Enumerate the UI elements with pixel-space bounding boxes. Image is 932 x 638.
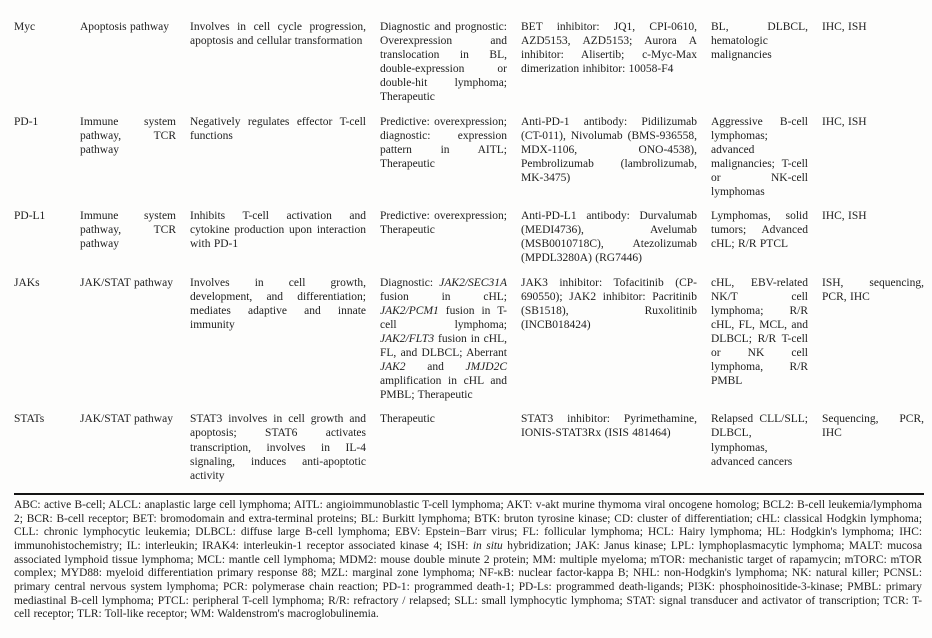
inhibitors-cell: Anti-PD-1 antibody: Pidilizumab (CT-011)… [521, 115, 697, 184]
biomarker-role-cell: Diagnostic and prognostic: Overexpressio… [380, 21, 507, 104]
function-cell: STAT3 involves in cell growth and apopto… [190, 413, 366, 482]
biomarker-table: Myc Apoptosis pathway Involves in cell c… [14, 20, 924, 495]
table-row: Myc Apoptosis pathway Involves in cell c… [14, 20, 924, 115]
detection-methods-cell: IHC, ISH [822, 21, 867, 33]
function-cell: Negatively regulates effector T-cell fun… [190, 115, 366, 142]
diseases-cell: Lymphomas, solid tumors; Advanced cHL; R… [711, 210, 808, 251]
diseases-cell: Aggressive B-cell lymphomas; advanced ma… [711, 115, 808, 199]
gene-cell: PD-1 [14, 115, 39, 128]
diseases-cell: BL, DLBCL, hematologic malignancies [711, 21, 808, 62]
gene-cell: STATs [14, 413, 45, 426]
gene-cell: PD-L1 [14, 210, 46, 223]
table-row: JAKs JAK/STAT pathway Involves in cell g… [14, 276, 924, 413]
diseases-cell: Relapsed CLL/SLL; DLBCL, lymphomas, adva… [711, 413, 808, 468]
detection-methods-cell: Sequencing, PCR, IHC [822, 413, 924, 440]
biomarker-role-cell: Predictive: overexpression; diagnostic: … [380, 115, 507, 170]
detection-methods-cell: IHC, ISH [822, 210, 867, 223]
detection-methods-cell: ISH, sequencing, PCR, IHC [822, 276, 924, 303]
gene-cell: Myc [14, 21, 36, 33]
table-row: STATs JAK/STAT pathway STAT3 involves in… [14, 412, 924, 493]
table-row: PD-1 Immune system pathway, TCR pathway … [14, 115, 924, 210]
pathway-cell: JAK/STAT pathway [80, 276, 173, 289]
inhibitors-cell: STAT3 inhibitor: Pyrimethamine, IONIS-ST… [521, 413, 697, 440]
pathway-cell: Immune system pathway, TCR pathway [80, 210, 176, 251]
inhibitors-cell: Anti-PD-L1 antibody: Durvalumab (MEDI473… [521, 210, 697, 265]
function-cell: Involves in cell cycle progression, apop… [190, 21, 366, 48]
biomarker-role-cell: Predictive: overexpression; Therapeutic [380, 210, 507, 237]
biomarker-role-cell: Therapeutic [380, 413, 435, 426]
table-row: PD-L1 Immune system pathway, TCR pathway… [14, 209, 924, 275]
function-cell: Involves in cell growth, development, an… [190, 276, 366, 331]
inhibitors-cell: JAK3 inhibitor: Tofacitinib (CP-690550);… [521, 276, 697, 331]
inhibitors-cell: BET inhibitor: JQ1, CPI-0610, AZD5153, A… [521, 21, 697, 76]
gene-cell: JAKs [14, 276, 40, 289]
abbreviations-footnote: ABC: active B-cell; ALCL: anaplastic lar… [14, 498, 922, 621]
pathway-cell: Immune system pathway, TCR pathway [80, 115, 176, 156]
diseases-cell: cHL, EBV-related NK/T cell lymphoma; R/R… [711, 276, 808, 388]
pathway-cell: JAK/STAT pathway [80, 413, 173, 426]
pathway-cell: Apoptosis pathway [80, 21, 169, 33]
detection-methods-cell: IHC, ISH [822, 115, 867, 128]
biomarker-role-cell: Diagnostic: JAK2/SEC31A fusion in cHL; J… [380, 276, 507, 402]
function-cell: Inhibits T-cell activation and cytokine … [190, 210, 366, 251]
